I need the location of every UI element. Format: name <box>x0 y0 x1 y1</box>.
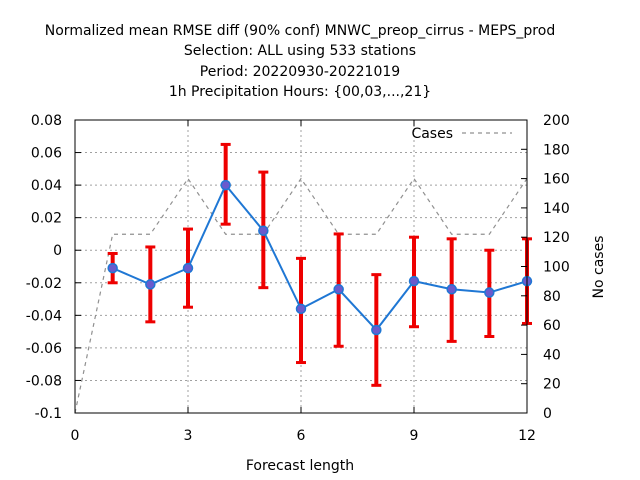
data-point <box>259 226 268 235</box>
x-tick-label: 9 <box>410 428 419 444</box>
y-tick-label: -0.06 <box>26 341 62 357</box>
y-tick-label: -0.04 <box>26 308 62 324</box>
x-tick-label: 6 <box>297 428 306 444</box>
chart-title: Normalized mean RMSE diff (90% conf) MNW… <box>45 23 555 100</box>
data-point <box>334 285 343 294</box>
y2-tick-label: 0 <box>543 406 552 422</box>
y2-tick-label: 80 <box>543 289 561 305</box>
x-axis-label: Forecast length <box>246 458 354 474</box>
y2-tick-label: 40 <box>543 347 561 363</box>
y-tick-label: 0.06 <box>31 146 62 162</box>
rmse-line <box>113 185 527 330</box>
y-tick-label: 0 <box>53 243 62 259</box>
y-tick-label: -0.02 <box>26 276 62 292</box>
data-point <box>447 285 456 294</box>
legend: Cases <box>411 126 512 142</box>
error-bars <box>108 144 532 385</box>
y2-tick-label: 160 <box>543 172 570 188</box>
data-point <box>372 325 381 334</box>
data-point <box>410 277 419 286</box>
y2-axis-label: No cases <box>591 236 607 299</box>
x-tick-label: 3 <box>184 428 193 444</box>
title-line-4: 1h Precipitation Hours: {00,03,...,21} <box>169 84 431 100</box>
data-point <box>297 304 306 313</box>
y2-tick-label: 200 <box>543 113 570 129</box>
y-tick-label: 0.02 <box>31 211 62 227</box>
title-line-2: Selection: ALL using 533 stations <box>184 43 416 59</box>
title-line-3: Period: 20220930-20221019 <box>200 64 400 80</box>
data-point <box>485 288 494 297</box>
data-point <box>184 264 193 273</box>
data-point <box>221 181 230 190</box>
x-tick-label: 0 <box>71 428 80 444</box>
y2-tick-label: 60 <box>543 318 561 334</box>
data-point <box>108 264 117 273</box>
y-tick-label: 0.08 <box>31 113 62 129</box>
y2-tick-label: 20 <box>543 377 561 393</box>
y2-tick-label: 120 <box>543 230 570 246</box>
y2-tick-label: 180 <box>543 142 570 158</box>
data-point <box>146 280 155 289</box>
y2-tick-label: 100 <box>543 260 570 276</box>
x-tick-label: 12 <box>518 428 536 444</box>
y-tick-label: -0.08 <box>26 373 62 389</box>
y-tick-label: -0.1 <box>35 406 62 422</box>
title-line-1: Normalized mean RMSE diff (90% conf) MNW… <box>45 23 555 39</box>
y2-tick-label: 140 <box>543 201 570 217</box>
y-tick-label: 0.04 <box>31 178 62 194</box>
legend-label-cases: Cases <box>411 126 453 142</box>
